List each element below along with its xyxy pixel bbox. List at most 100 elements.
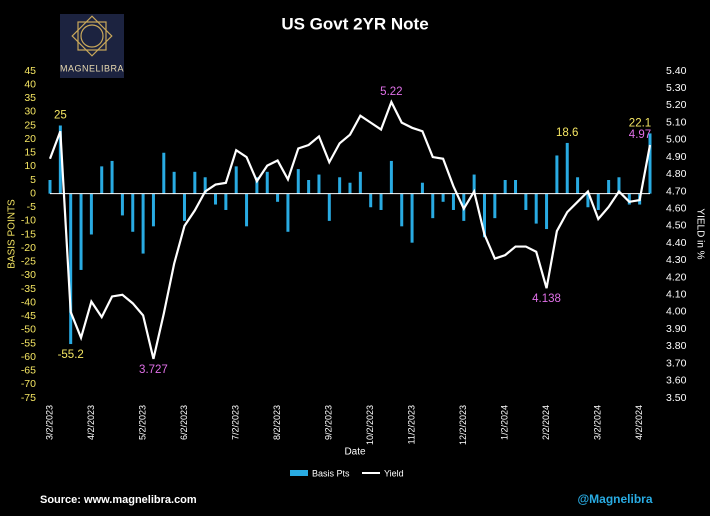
y2-tick-label: 4.60 — [666, 202, 687, 214]
y-tick-label: -55 — [21, 337, 36, 349]
y2-tick-label: 3.50 — [666, 392, 687, 404]
bar — [203, 177, 207, 194]
bar — [472, 174, 476, 194]
bar — [410, 193, 414, 243]
bar — [245, 193, 249, 227]
y-tick-label: -20 — [21, 242, 36, 254]
y-tick-label: -50 — [21, 324, 36, 336]
bar — [276, 193, 280, 202]
y-tick-label: 0 — [30, 187, 36, 199]
data-label: 22.1 — [629, 117, 651, 129]
bar — [131, 193, 135, 232]
bar — [172, 171, 176, 194]
y2-tick-label: 4.40 — [666, 237, 687, 249]
legend-label: Yield — [384, 468, 404, 478]
x-tick-label: 7/2/2023 — [231, 405, 241, 440]
y2-tick-label: 4.00 — [666, 306, 687, 318]
bar — [296, 169, 300, 194]
bar — [493, 193, 497, 219]
y-tick-label: -70 — [21, 378, 36, 390]
data-label: 5.22 — [380, 86, 402, 98]
bar — [151, 193, 155, 227]
data-label: 3.727 — [139, 364, 168, 376]
y-tick-label: -60 — [21, 351, 36, 363]
bar — [265, 171, 269, 194]
line — [48, 99, 652, 360]
y2-tick-label: 5.20 — [666, 99, 687, 111]
bar — [369, 193, 373, 208]
y-tick-label: -25 — [21, 256, 36, 268]
data-label: -55.2 — [58, 349, 84, 361]
bar — [110, 160, 114, 194]
data-label: 18.6 — [556, 127, 578, 139]
legend-label: Basis Pts — [312, 468, 350, 478]
y-tick-label: 15 — [24, 147, 36, 159]
y2-tick-label: 4.10 — [666, 289, 687, 301]
y-tick-label: 10 — [24, 160, 36, 172]
bar — [586, 193, 590, 208]
bar — [120, 193, 124, 216]
bar — [524, 193, 528, 210]
bar — [193, 171, 197, 194]
legend-swatch — [290, 470, 308, 476]
bar — [441, 193, 445, 202]
y2-tick-label: 4.30 — [666, 254, 687, 266]
x-tick-label: 4/2/2024 — [634, 405, 644, 440]
bar — [534, 193, 538, 224]
x-tick-label: 6/2/2023 — [179, 405, 189, 440]
data-label: 4.138 — [532, 293, 561, 305]
bar — [389, 160, 393, 194]
bar — [545, 193, 549, 230]
y-tick-label: 40 — [24, 78, 36, 90]
bar — [451, 193, 455, 210]
y2-tick-label: 3.80 — [666, 340, 687, 352]
y-tick-label: -30 — [21, 269, 36, 281]
x-tick-label: 3/2/2023 — [44, 405, 54, 440]
bar — [420, 182, 424, 194]
bar — [555, 155, 559, 194]
bar — [596, 193, 600, 210]
logo-text: MAGNELIBRA — [60, 63, 124, 73]
bar — [100, 166, 104, 194]
x-tick-label: 12/2/2023 — [458, 405, 468, 445]
bar — [607, 180, 611, 194]
y-tick-label: -5 — [27, 201, 36, 213]
data-label: 4.97 — [629, 129, 651, 141]
source: Source: www.magnelibra.com — [40, 494, 197, 506]
chart-title: US Govt 2YR Note — [281, 14, 428, 33]
y-tick-label: 5 — [30, 174, 36, 186]
y-tick-label: -65 — [21, 365, 36, 377]
y2-axis-title: YIELD in % — [694, 208, 705, 259]
bar — [576, 177, 580, 194]
bar — [307, 180, 311, 194]
y2-tick-label: 5.10 — [666, 116, 687, 128]
bar — [58, 125, 62, 194]
bar — [431, 193, 435, 219]
bar — [79, 193, 83, 270]
bar — [317, 174, 321, 194]
bar — [69, 193, 73, 345]
y-tick-label: 30 — [24, 106, 36, 118]
bar — [503, 180, 507, 194]
bar — [224, 193, 228, 210]
x-tick-label: 8/2/2023 — [272, 405, 282, 440]
bar — [48, 180, 52, 194]
x-tick-label: 2/2/2024 — [541, 405, 551, 440]
handle: @Magnelibra — [577, 492, 652, 506]
bar — [338, 177, 342, 194]
bar — [348, 182, 352, 194]
x-tick-label: 9/2/2023 — [324, 405, 334, 440]
y-tick-label: 35 — [24, 92, 36, 104]
y2-tick-label: 4.80 — [666, 168, 687, 180]
x-tick-label: 5/2/2023 — [137, 405, 147, 440]
x-axis-title: Date — [344, 447, 366, 458]
bar — [89, 193, 93, 235]
x-tick-label: 11/2/2023 — [406, 405, 416, 444]
data-label: 25 — [54, 110, 67, 122]
logo: MAGNELIBRA — [60, 14, 124, 78]
y-tick-label: 25 — [24, 119, 36, 131]
x-tick-label: 3/2/2024 — [593, 405, 603, 440]
y-tick-label: -35 — [21, 283, 36, 295]
